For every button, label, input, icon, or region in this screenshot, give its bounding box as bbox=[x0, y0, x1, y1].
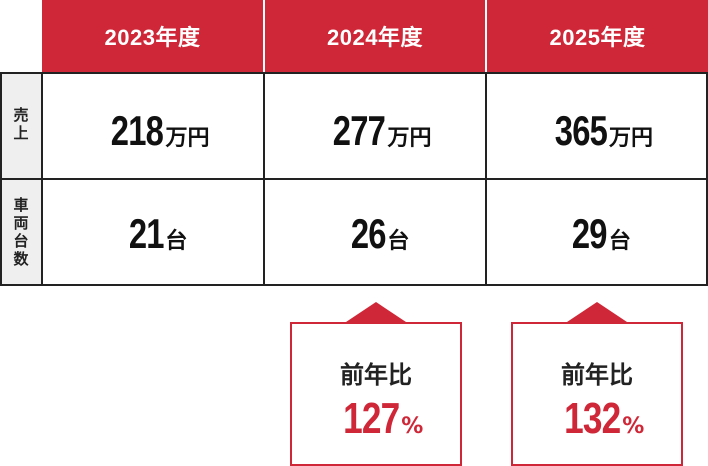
yoy-value-row: 132 % bbox=[550, 394, 644, 444]
table-border-right bbox=[706, 72, 708, 286]
sales-2023-cell: 218 万円 bbox=[43, 74, 263, 178]
vehicles-2024-cell: 26 台 bbox=[265, 180, 485, 284]
table-border-bottom bbox=[0, 284, 708, 286]
column-header-label: 2023年度 bbox=[104, 25, 201, 50]
header-divider-2 bbox=[485, 0, 487, 72]
vehicles-2025-cell: 29 台 bbox=[487, 180, 706, 284]
column-header-2025: 2025年度 bbox=[487, 0, 708, 72]
column-header-2024: 2024年度 bbox=[265, 0, 485, 72]
yoy-callout-2025: 前年比 132 % bbox=[511, 322, 683, 466]
yoy-value-2024: 127 bbox=[342, 393, 400, 443]
yoy-value-2025: 132 bbox=[563, 393, 621, 443]
column-header-label: 2025年度 bbox=[549, 25, 646, 50]
yoy-percent-unit: % bbox=[622, 413, 645, 439]
vehicles-unit: 台 bbox=[608, 229, 631, 254]
table-border-top bbox=[0, 72, 708, 74]
vehicles-2023-cell: 21 台 bbox=[43, 180, 263, 284]
table-divider-1 bbox=[41, 72, 43, 286]
sales-2024-value: 277 bbox=[333, 107, 386, 154]
callout-pointer-2025 bbox=[561, 302, 633, 326]
table-border-middle bbox=[0, 178, 708, 180]
column-header-label: 2024年度 bbox=[327, 25, 423, 50]
table-divider-3 bbox=[485, 72, 487, 286]
sales-2025-cell: 365 万円 bbox=[487, 74, 706, 178]
sales-2025-value: 365 bbox=[554, 107, 608, 154]
vehicles-2024-value: 26 bbox=[350, 210, 386, 257]
row-label-vehicles: 車両台数 bbox=[0, 180, 42, 286]
vehicles-2023-value: 21 bbox=[128, 210, 164, 257]
header-divider-1 bbox=[263, 0, 265, 72]
callout-pointer-2024 bbox=[340, 302, 412, 326]
sales-2023-value: 218 bbox=[111, 107, 164, 154]
vehicles-unit: 台 bbox=[165, 229, 188, 254]
yoy-value-row: 127 % bbox=[329, 394, 423, 444]
table-divider-2 bbox=[263, 72, 265, 286]
sales-2024-cell: 277 万円 bbox=[265, 74, 485, 178]
sales-unit: 万円 bbox=[387, 126, 432, 151]
yoy-percent-unit: % bbox=[401, 413, 424, 439]
vehicles-unit: 台 bbox=[387, 229, 410, 254]
sales-unit: 万円 bbox=[609, 126, 654, 151]
yoy-title: 前年比 bbox=[340, 360, 412, 389]
row-label-sales: 売上 bbox=[0, 72, 42, 178]
yoy-callout-2024: 前年比 127 % bbox=[290, 322, 462, 466]
yoy-title: 前年比 bbox=[561, 360, 633, 389]
vehicles-2025-value: 29 bbox=[571, 210, 608, 257]
column-header-2023: 2023年度 bbox=[42, 0, 263, 72]
sales-unit: 万円 bbox=[165, 126, 210, 151]
